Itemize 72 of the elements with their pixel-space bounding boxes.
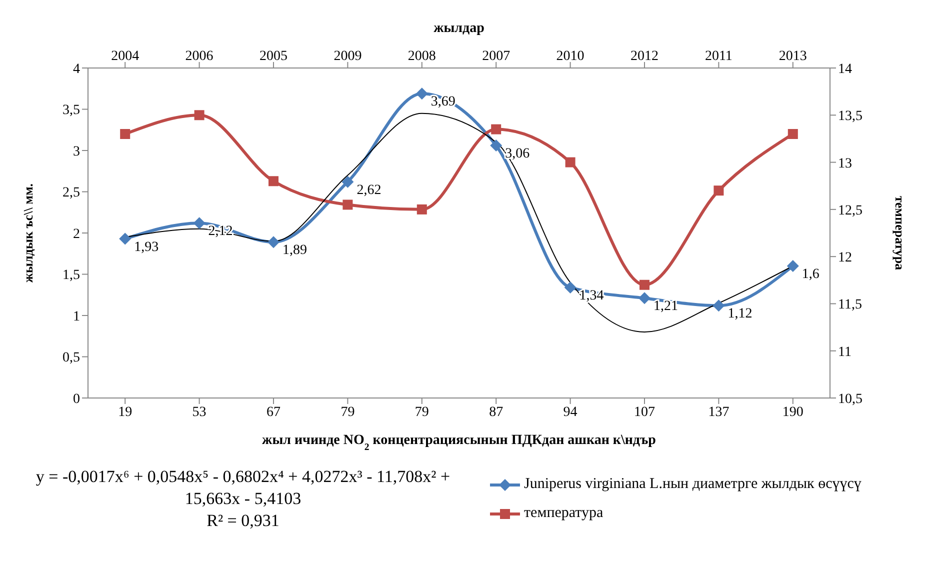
y-tick-label: 1,5 [62, 268, 80, 284]
point [268, 236, 280, 248]
point [565, 157, 576, 168]
data-label: 3,06 [505, 146, 530, 162]
point [342, 176, 354, 188]
y2-tick-label: 12 [838, 250, 852, 266]
text: 2006 [185, 49, 214, 64]
data-label: 1,6 [802, 267, 820, 282]
point [640, 280, 650, 290]
x-tick-label: 79 [414, 404, 429, 420]
y-tick-label: 3,5 [62, 103, 80, 118]
y2-tick-label: 10,5 [838, 392, 862, 407]
point [193, 217, 206, 230]
y2-tick-label: 12,5 [838, 203, 862, 218]
point [119, 232, 132, 245]
text: R² = 0,931 [206, 510, 280, 532]
point [491, 124, 502, 134]
x-tick-label: 79 [340, 404, 355, 420]
text: 2004 [111, 49, 140, 64]
text: 2005 [260, 49, 288, 64]
text: 2008 [408, 49, 436, 64]
point [564, 281, 576, 294]
y2-tick-label: 13,5 [838, 109, 862, 124]
x2-axis-title: жылдар [434, 21, 485, 36]
text: 2011 [704, 49, 732, 64]
point [786, 260, 799, 272]
data-label: 1,89 [282, 243, 307, 258]
x-tick-label: 107 [634, 404, 655, 420]
text: 2012 [630, 49, 658, 64]
y2-tick-label: 14 [838, 62, 852, 77]
point [342, 200, 353, 210]
y2-tick-label: 11,5 [838, 298, 862, 313]
y2-axis-title: температура [892, 196, 908, 271]
x-tick-label: 67 [266, 404, 280, 420]
y2-tick-label: 13 [838, 156, 852, 172]
point [788, 129, 798, 139]
point [638, 292, 650, 304]
point [268, 176, 278, 186]
point [194, 110, 204, 120]
point [120, 129, 130, 139]
y-tick-label: 1 [73, 309, 80, 324]
y-tick-label: 2,5 [62, 186, 80, 201]
y-tick-label: 0 [73, 392, 80, 407]
y-tick-label: 4 [73, 62, 80, 77]
y-tick-label: 2 [73, 226, 80, 242]
y-tick-label: 3 [73, 144, 80, 160]
y-axis-title: жылдык ъс\\ мм. [20, 183, 36, 283]
x-tick-label: 53 [192, 404, 206, 420]
legend-label: Juniperus virginiana L.нын диаметрге жылдык ѳсүүсү [524, 476, 862, 493]
text: 2007 [482, 49, 510, 64]
data-label: 1,12 [728, 306, 752, 322]
text: y = -0,0017x⁶ + 0,0548x⁵ - 0,6802x⁴ + 4,0272x³ - 11,708x² + 15,663x - 5,4103 [34, 466, 452, 510]
point [714, 186, 724, 196]
text: 2010 [556, 49, 584, 64]
x-tick-label: 137 [708, 404, 730, 420]
y-tick-label: 0,5 [62, 350, 80, 366]
point [416, 204, 427, 214]
x-tick-label: 87 [489, 404, 504, 420]
data-label: 2,62 [356, 182, 382, 198]
data-label: 1,93 [134, 240, 159, 255]
text: 2009 [334, 49, 362, 64]
legend-label: температура [524, 505, 604, 522]
point [416, 88, 428, 100]
y2-tick-label: 11 [838, 344, 852, 360]
x-axis-title: жыл ичинде NO$_{2}$ концентрациясынын ПДКдан ашкан к\ндър [262, 433, 656, 452]
x-tick-label: 19 [118, 404, 132, 420]
x-tick-label: 94 [563, 404, 578, 420]
x-tick-label: 190 [782, 404, 804, 420]
data-label: 1,21 [654, 299, 678, 314]
point [712, 300, 725, 312]
text: 2013 [778, 49, 807, 64]
point [490, 140, 502, 152]
